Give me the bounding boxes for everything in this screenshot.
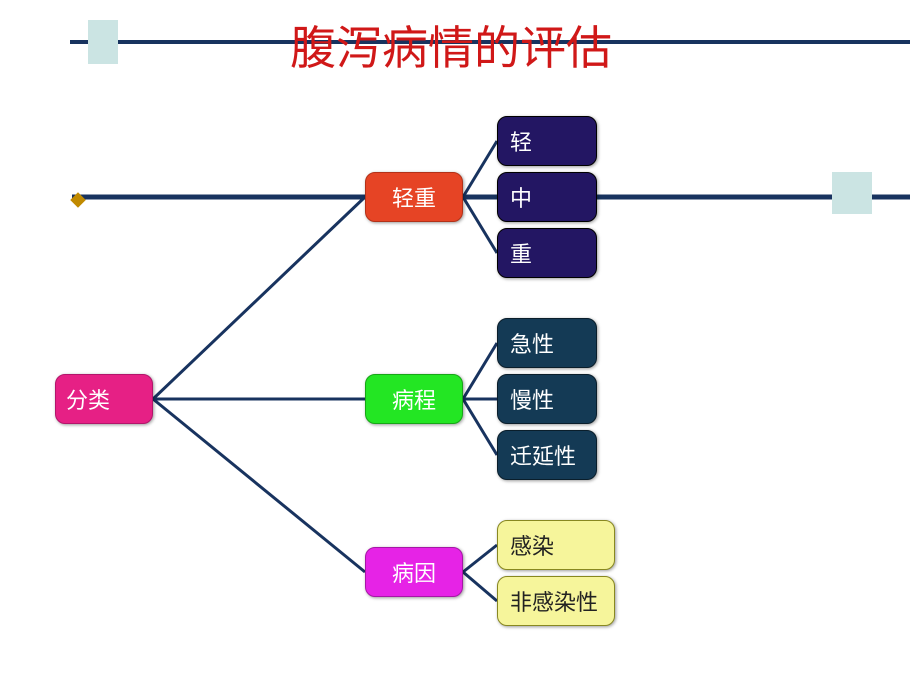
node-dur_b: 慢性 [497, 374, 597, 424]
page-title: 腹泻病情的评估 [290, 12, 612, 78]
edge-root-sev [153, 197, 365, 399]
node-cause-label: 病因 [392, 556, 436, 588]
node-cause: 病因 [365, 547, 463, 597]
node-dur-label: 病程 [392, 383, 436, 415]
edge-root-cause [153, 399, 365, 572]
accent-bar-1 [832, 172, 872, 214]
edge-sev-sev_c [463, 197, 497, 253]
edge-dur-dur_c [463, 399, 497, 455]
node-sev_c: 重 [497, 228, 597, 278]
node-sev_c-label: 重 [510, 237, 532, 269]
node-ca_a-label: 感染 [510, 529, 554, 561]
edge-dur-dur_a [463, 343, 497, 399]
node-root: 分类 [55, 374, 153, 424]
node-ca_b: 非感染性 [497, 576, 615, 626]
node-dur_a-label: 急性 [510, 327, 554, 359]
node-ca_a: 感染 [497, 520, 615, 570]
node-dur_a: 急性 [497, 318, 597, 368]
node-sev: 轻重 [365, 172, 463, 222]
diagram-stage: 腹泻病情的评估 分类 轻重病程病因 轻中重急性慢性迁延性感染非感染性 [0, 0, 920, 690]
node-dur_b-label: 慢性 [510, 383, 554, 415]
node-dur_c: 迁延性 [497, 430, 597, 480]
node-ca_b-label: 非感染性 [510, 585, 598, 617]
node-sev_a: 轻 [497, 116, 597, 166]
node-root-label: 分类 [66, 383, 110, 415]
title-marker-icon [71, 193, 85, 207]
node-sev_a-label: 轻 [510, 125, 532, 157]
edge-cause-ca_b [463, 572, 497, 601]
edge-sev-sev_a [463, 141, 497, 197]
node-sev_b-label: 中 [510, 181, 532, 213]
node-dur_c-label: 迁延性 [510, 439, 576, 471]
accent-bar-0 [88, 20, 118, 64]
node-sev_b: 中 [497, 172, 597, 222]
edge-cause-ca_a [463, 545, 497, 572]
node-dur: 病程 [365, 374, 463, 424]
page-title-text: 腹泻病情的评估 [290, 23, 612, 74]
node-sev-label: 轻重 [392, 181, 436, 213]
